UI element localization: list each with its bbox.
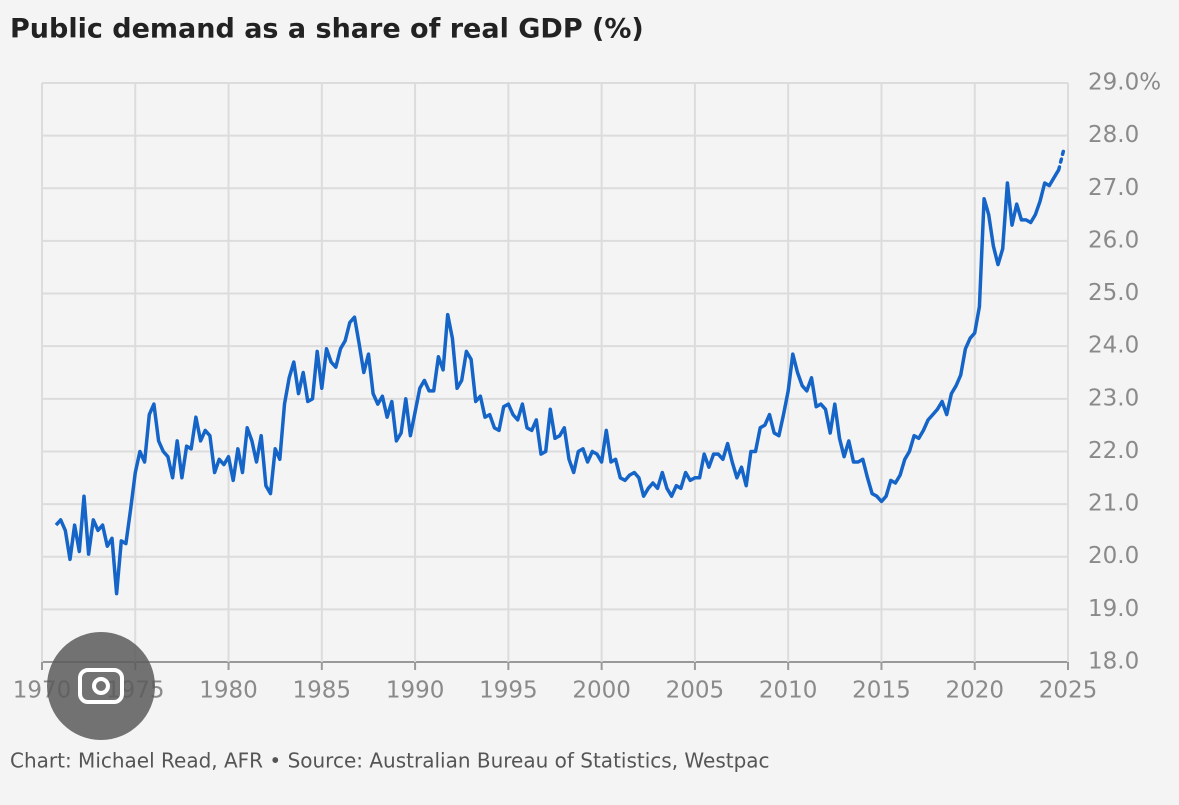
source-note: Chart: Michael Read, AFR • Source: Austr… [10,749,770,773]
y-tick-label: 21.0 [1088,491,1139,517]
camera-icon [78,668,124,704]
x-tick-label: 1990 [386,678,445,704]
camera-overlay[interactable] [47,632,155,740]
y-tick-label: 26.0 [1088,227,1139,253]
projection-line [1056,149,1066,172]
x-tick-label: 2000 [572,678,631,704]
y-tick-label: 22.0 [1088,438,1139,464]
x-tick-label: 2010 [759,678,818,704]
chart-title: Public demand as a share of real GDP (%) [10,14,644,45]
y-tick-label: 27.0 [1088,175,1139,201]
y-tick-label: 25.0 [1088,280,1139,306]
x-tick-label: 2025 [1039,678,1098,704]
camera-button[interactable] [47,632,155,740]
x-tick-label: 1980 [199,678,258,704]
camera-lens [92,677,110,695]
x-tick-label: 1985 [293,678,352,704]
y-tick-label: 20.0 [1088,543,1139,569]
x-tick-label: 2020 [945,678,1004,704]
y-tick-label: 23.0 [1088,385,1139,411]
y-tick-label: 28.0 [1088,122,1139,148]
y-tick-label: 24.0 [1088,333,1139,359]
data-line [54,168,1061,596]
y-tick-label: 18.0 [1088,649,1139,675]
x-tick-label: 2005 [666,678,725,704]
x-tick-label: 1995 [479,678,538,704]
y-tick-label: 29.0% [1088,70,1161,96]
y-tick-label: 19.0 [1088,596,1139,622]
x-tick-label: 2015 [852,678,911,704]
